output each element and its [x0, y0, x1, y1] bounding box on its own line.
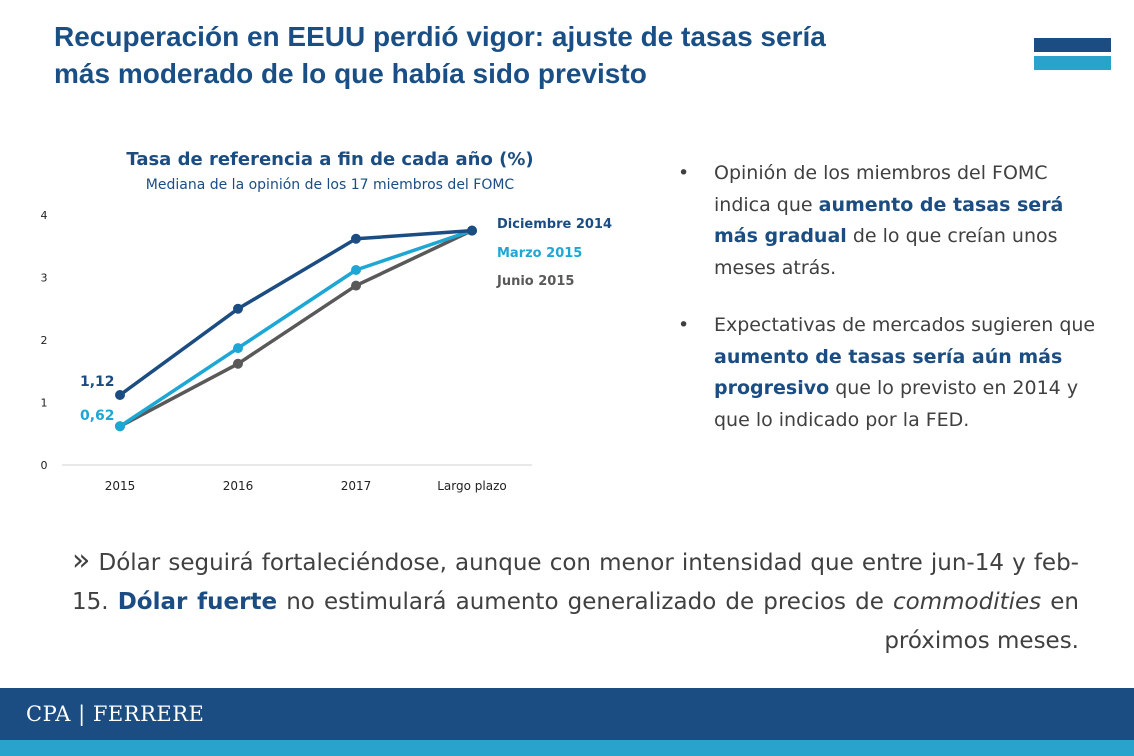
y-tick-label: 4 — [41, 209, 48, 222]
footer-bar: CPA | FERRERE — [0, 688, 1134, 740]
bullet-dot-icon: • — [678, 314, 690, 336]
series-point — [233, 303, 243, 314]
brand-stripes — [1034, 38, 1111, 70]
series-point — [351, 280, 361, 291]
series-point — [467, 225, 477, 236]
outlook-part-2: no estimulará aumento generalizado de pr… — [277, 589, 894, 615]
bullet-1-highlight: aumento de tasas será más gradual — [714, 193, 1064, 248]
rate-chart-svg: Tasa de referencia a fin de cada año (%)… — [41, 149, 613, 493]
data-label: 0,62 — [80, 408, 115, 424]
x-tick-label: Largo plazo — [437, 479, 506, 493]
bullet-2-post: que lo previsto en 2014 y que lo indicad… — [714, 377, 1079, 431]
legend-label: Marzo 2015 — [497, 246, 582, 261]
bullet-list: • Opinión de los miembros del FOMC indic… — [678, 158, 1098, 462]
bullet-item-1: • Opinión de los miembros del FOMC indic… — [678, 158, 1098, 284]
raquo-marker: » — [72, 543, 91, 578]
bullet-1-post: de lo que creían unos meses atrás. — [714, 225, 1058, 279]
series-point — [115, 390, 125, 400]
series-point — [115, 421, 125, 432]
series-point — [351, 233, 361, 244]
series-point — [233, 343, 243, 354]
series-line — [118, 228, 473, 397]
y-tick-label: 1 — [41, 397, 48, 410]
series-point — [233, 358, 243, 369]
bullet-item-2: • Expectativas de mercados sugieren que … — [678, 310, 1098, 436]
y-tick-label: 2 — [41, 334, 48, 347]
data-label: 1,12 — [80, 374, 115, 390]
x-tick-label: 2017 — [341, 479, 372, 493]
x-tick-label: 2015 — [105, 479, 136, 493]
footer-brand: CPA | FERRERE — [26, 702, 205, 726]
bullet-2-pre: Expectativas de mercados sugieren que — [714, 314, 1096, 336]
series-point — [351, 265, 361, 275]
brand-stripe-dark — [1034, 38, 1111, 52]
dollar-outlook-text: » Dólar seguirá fortaleciéndose, aunque … — [72, 541, 1079, 661]
x-tick-label: 2016 — [223, 479, 254, 493]
bullet-2-highlight: aumento de tasas sería aún más progresiv… — [714, 345, 1063, 400]
title-line-1: Recuperación en EEUU perdió vigor: ajust… — [54, 21, 826, 52]
slide-title: Recuperación en EEUU perdió vigor: ajust… — [54, 18, 1004, 92]
legend-label: Junio 2015 — [496, 274, 574, 289]
bullet-1-pre: Opinión de los miembros del FOMC indica … — [714, 162, 1048, 216]
outlook-part-3: en próximos meses. — [884, 589, 1079, 654]
brand-stripe-light — [1034, 56, 1111, 70]
y-tick-label: 3 — [41, 272, 48, 285]
bullet-dot-icon: • — [678, 162, 690, 184]
chart-subtitle: Mediana de la opinión de los 17 miembros… — [146, 177, 515, 193]
rate-chart: Tasa de referencia a fin de cada año (%)… — [0, 130, 660, 510]
chart-title: Tasa de referencia a fin de cada año (%) — [126, 149, 533, 170]
outlook-part-1: Dólar seguirá fortaleciéndose, aunque co… — [72, 550, 1079, 615]
legend-label: Diciembre 2014 — [497, 217, 612, 232]
series-line — [119, 228, 473, 428]
y-tick-label: 0 — [41, 459, 48, 472]
footer-strip — [0, 740, 1134, 756]
outlook-strong: Dólar fuerte — [117, 589, 278, 615]
outlook-italic: commodities — [893, 589, 1042, 615]
title-line-2: más moderado de lo que había sido previs… — [54, 58, 647, 89]
series-line — [119, 229, 473, 428]
